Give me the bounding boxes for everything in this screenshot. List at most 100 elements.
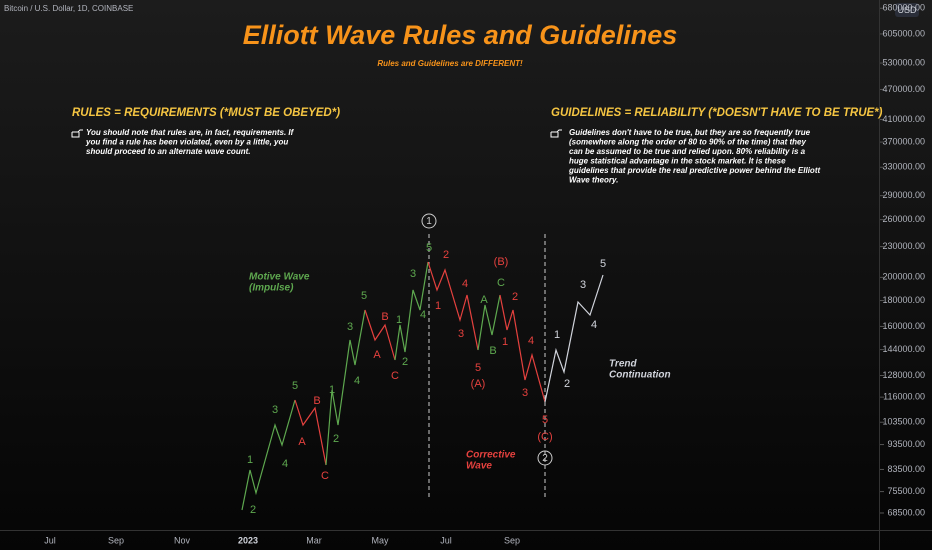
y-tick-label: 605000.00 bbox=[882, 28, 925, 38]
guidelines-text: guidelines that provide the real predict… bbox=[568, 166, 820, 175]
y-tick-label: 144000.00 bbox=[882, 344, 925, 354]
wave-line bbox=[499, 294, 546, 403]
wave-label: (C) bbox=[537, 431, 552, 443]
circle-marker bbox=[537, 450, 553, 466]
wave-line bbox=[241, 399, 296, 511]
trend-label: Continuation bbox=[609, 370, 671, 381]
x-tick-label: Jul bbox=[440, 535, 452, 545]
circle-marker bbox=[421, 213, 437, 229]
wave-label: 4 bbox=[354, 375, 360, 387]
corrective-label: Corrective bbox=[466, 450, 516, 461]
wave-label: 1 bbox=[554, 329, 560, 341]
y-tick-label: 93500.00 bbox=[887, 439, 925, 449]
wave-line bbox=[427, 261, 479, 351]
wave-label: 1 bbox=[329, 384, 335, 396]
y-tick-label: 180000.00 bbox=[882, 295, 925, 305]
y-tick-label: 128000.00 bbox=[882, 370, 925, 380]
wave-label: A bbox=[298, 436, 306, 448]
rules-text: You should note that rules are, in fact,… bbox=[86, 128, 295, 137]
wave-label: 5 bbox=[542, 414, 548, 426]
wave-label: 1 bbox=[396, 314, 402, 326]
circle-label: 2 bbox=[542, 453, 548, 464]
y-tick-label: 470000.00 bbox=[882, 84, 925, 94]
wave-label: C bbox=[391, 370, 399, 382]
wave-line bbox=[325, 309, 366, 466]
subtitle: Rules and Guidelines are DIFFERENT! bbox=[377, 59, 523, 68]
rules-heading: RULES = REQUIREMENTS (*MUST BE OBEYED*) bbox=[72, 107, 340, 119]
wave-label: 1 bbox=[247, 454, 253, 466]
currency-badge[interactable] bbox=[895, 3, 919, 17]
chart-title: Elliott Wave Rules and Guidelines bbox=[243, 20, 678, 50]
x-tick-label: 2023 bbox=[238, 535, 258, 545]
x-tick-label: Jul bbox=[44, 535, 56, 545]
wave-label: 4 bbox=[591, 319, 597, 331]
x-tick-label: Sep bbox=[504, 535, 520, 545]
wave-label: 3 bbox=[458, 328, 464, 340]
wave-label: 4 bbox=[282, 458, 288, 470]
x-tick-label: Nov bbox=[174, 535, 191, 545]
y-tick-label: 200000.00 bbox=[882, 272, 925, 282]
currency: USD bbox=[897, 5, 917, 15]
wave-label: 2 bbox=[564, 378, 570, 390]
trend-label: Trend bbox=[609, 359, 637, 370]
y-tick-label: 103500.00 bbox=[882, 417, 925, 427]
y-tick-label: 160000.00 bbox=[882, 321, 925, 331]
wave-line bbox=[544, 274, 604, 403]
wave-label: 5 bbox=[426, 242, 432, 254]
guidelines-heading: GUIDELINES = RELIABILITY (*DOESN'T HAVE … bbox=[551, 107, 883, 119]
wave-label: 2 bbox=[443, 249, 449, 261]
guidelines-text: huge statistical advantage in the stock … bbox=[569, 157, 786, 166]
wave-line bbox=[394, 261, 429, 361]
symbol: Bitcoin / U.S. Dollar, 1D, COINBASE bbox=[4, 4, 133, 13]
wave-label: 4 bbox=[528, 335, 534, 347]
wave-label: (A) bbox=[471, 378, 486, 390]
wave-label: 3 bbox=[410, 268, 416, 280]
motive-label: Motive Wave bbox=[249, 272, 310, 283]
wave-line bbox=[364, 309, 396, 361]
wave-label: 4 bbox=[420, 309, 426, 321]
wave-label: B bbox=[381, 311, 388, 323]
wave-label: C bbox=[497, 277, 505, 289]
wave-label: 3 bbox=[272, 404, 278, 416]
y-tick-label: 230000.00 bbox=[882, 241, 925, 251]
wave-label: (B) bbox=[494, 256, 509, 268]
wave-label: B bbox=[313, 395, 320, 407]
wave-label: 2 bbox=[512, 291, 518, 303]
motive-label: (Impulse) bbox=[249, 283, 294, 294]
guidelines-text: (somewhere along the order of 80 to 90% … bbox=[569, 138, 806, 147]
x-tick-label: Mar bbox=[306, 535, 322, 545]
y-tick-label: 410000.00 bbox=[882, 114, 925, 124]
x-tick-label: Sep bbox=[108, 535, 124, 545]
wave-label: B bbox=[489, 345, 496, 357]
y-tick-label: 330000.00 bbox=[882, 162, 925, 172]
wave-label: C bbox=[321, 470, 329, 482]
y-tick-label: 370000.00 bbox=[882, 136, 925, 146]
hand-icon bbox=[71, 129, 562, 138]
guidelines-text: Guidelines don't have to be true, but th… bbox=[569, 128, 811, 137]
wave-label: 5 bbox=[600, 258, 606, 270]
wave-label: 2 bbox=[402, 356, 408, 368]
rules-text: you find a rule has been violated, even … bbox=[85, 138, 288, 147]
wave-label: 3 bbox=[522, 387, 528, 399]
wave-label: 3 bbox=[580, 279, 586, 291]
y-tick-label: 75500.00 bbox=[887, 486, 925, 496]
y-tick-label: 116000.00 bbox=[883, 392, 925, 402]
wave-label: 3 bbox=[347, 321, 353, 333]
y-tick-label: 260000.00 bbox=[882, 214, 925, 224]
wave-line bbox=[294, 399, 327, 466]
y-tick-label: 530000.00 bbox=[882, 57, 925, 67]
wave-label: 1 bbox=[435, 300, 441, 312]
x-tick-label: May bbox=[371, 535, 389, 545]
wave-label: A bbox=[480, 294, 488, 306]
wave-line bbox=[477, 294, 501, 351]
y-tick-label: 680000.00 bbox=[882, 3, 925, 13]
wave-label: 5 bbox=[475, 362, 481, 374]
wave-label: 2 bbox=[250, 504, 256, 516]
y-tick-label: 290000.00 bbox=[882, 190, 925, 200]
wave-label: 5 bbox=[361, 290, 367, 302]
guidelines-text: can be assumed to be true and relied upo… bbox=[569, 147, 806, 156]
y-tick-label: 68500.00 bbox=[887, 507, 925, 517]
corrective-label: Wave bbox=[466, 461, 492, 472]
